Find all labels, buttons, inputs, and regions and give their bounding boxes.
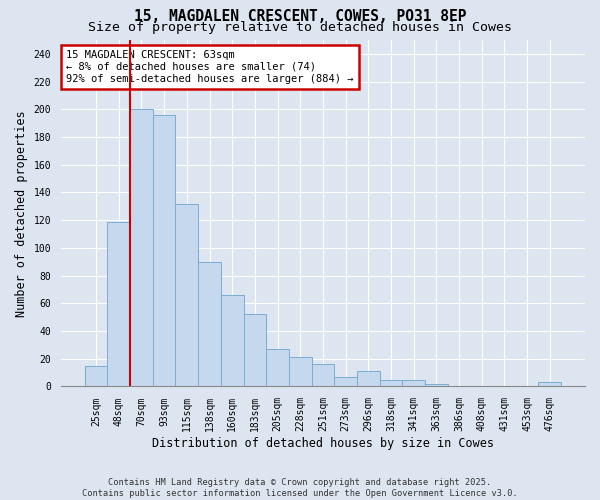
Bar — [334, 377, 357, 386]
Bar — [85, 366, 107, 386]
Bar — [538, 382, 561, 386]
Bar — [357, 371, 380, 386]
X-axis label: Distribution of detached houses by size in Cowes: Distribution of detached houses by size … — [152, 437, 494, 450]
Text: Contains HM Land Registry data © Crown copyright and database right 2025.
Contai: Contains HM Land Registry data © Crown c… — [82, 478, 518, 498]
Bar — [107, 222, 130, 386]
Text: 15, MAGDALEN CRESCENT, COWES, PO31 8EP: 15, MAGDALEN CRESCENT, COWES, PO31 8EP — [134, 9, 466, 24]
Bar — [198, 262, 221, 386]
Bar — [130, 110, 153, 386]
Bar — [266, 349, 289, 387]
Bar — [244, 314, 266, 386]
Bar — [403, 380, 425, 386]
Text: 15 MAGDALEN CRESCENT: 63sqm
← 8% of detached houses are smaller (74)
92% of semi: 15 MAGDALEN CRESCENT: 63sqm ← 8% of deta… — [66, 50, 353, 84]
Bar — [425, 384, 448, 386]
Bar — [380, 380, 403, 386]
Y-axis label: Number of detached properties: Number of detached properties — [15, 110, 28, 316]
Bar — [289, 358, 311, 386]
Bar — [221, 295, 244, 386]
Bar — [311, 364, 334, 386]
Bar — [153, 115, 175, 386]
Bar — [175, 204, 198, 386]
Text: Size of property relative to detached houses in Cowes: Size of property relative to detached ho… — [88, 21, 512, 34]
